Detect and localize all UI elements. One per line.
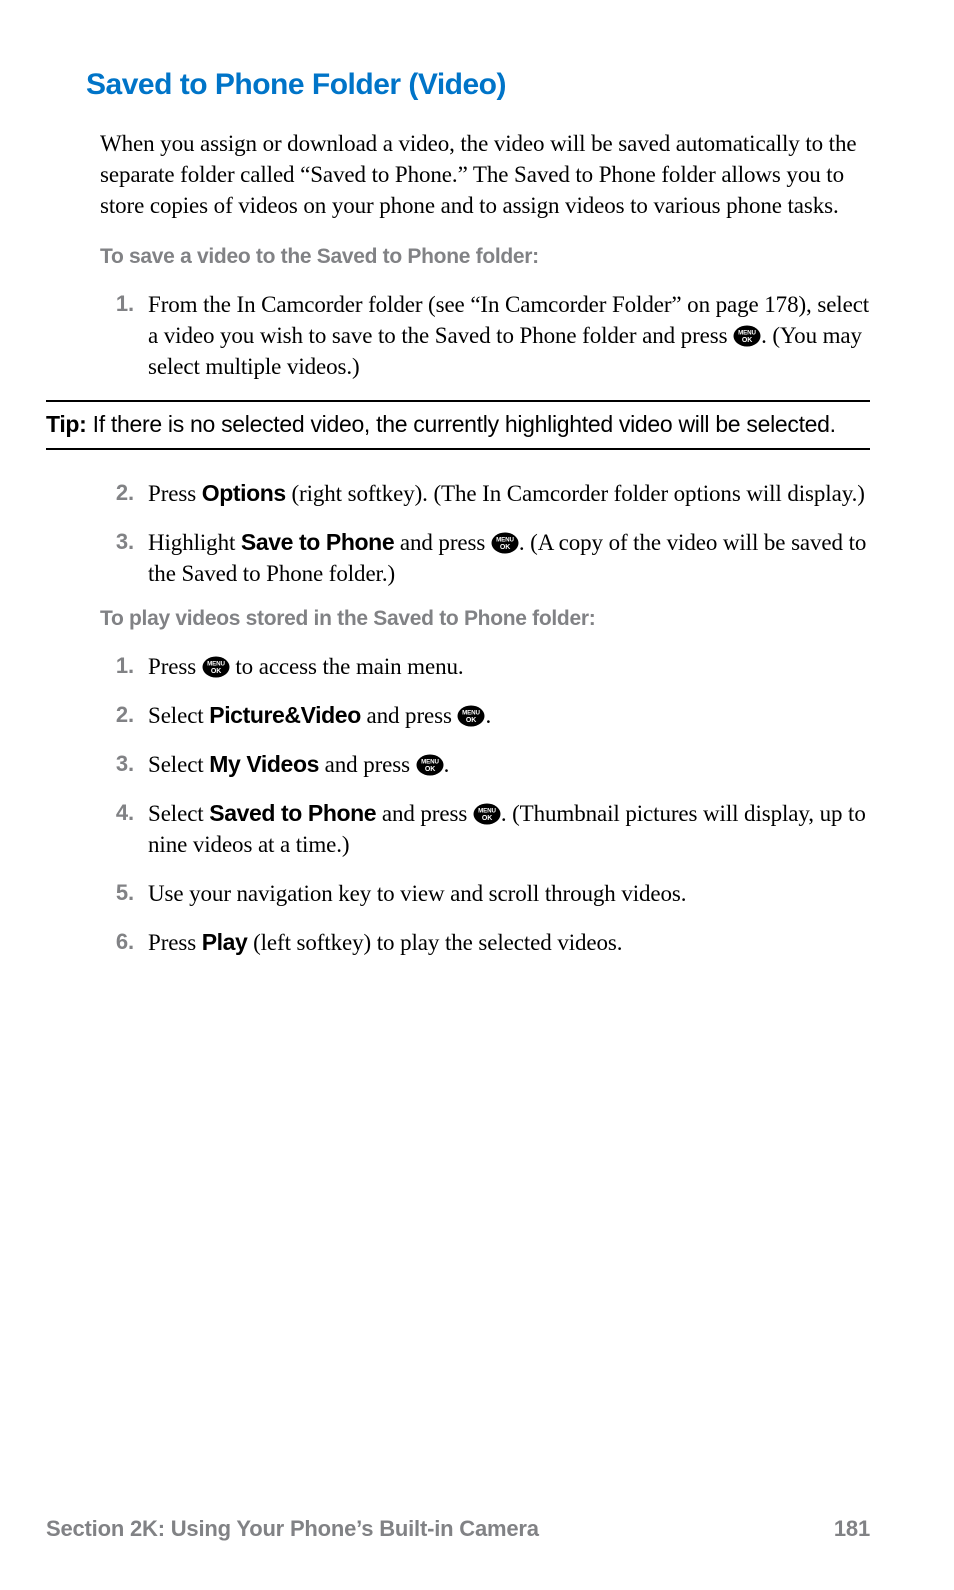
bold-term: Saved to Phone (209, 800, 376, 826)
footer-page-number: 181 (834, 1516, 870, 1542)
menu-ok-icon: MENU OK (733, 325, 761, 347)
footer-section: Section 2K: Using Your Phone’s Built-in … (46, 1516, 539, 1542)
step-text: . (485, 703, 491, 728)
step-number: 5. (100, 878, 134, 908)
page-footer: Section 2K: Using Your Phone’s Built-in … (46, 1516, 870, 1542)
menu-ok-icon: MENU OK (491, 532, 519, 554)
step-item: 1. Press MENU OK to access the main menu. (100, 651, 870, 682)
bold-term: Save to Phone (241, 529, 394, 555)
step-item: 3. Highlight Save to Phone and press MENU… (100, 527, 870, 589)
step-number: 4. (100, 798, 134, 828)
step-text: Press (148, 654, 202, 679)
step-text: and press (319, 752, 416, 777)
step-text: (left softkey) to play the selected vide… (247, 930, 622, 955)
steps-save-list: 1.From the In Camcorder folder (see “In … (100, 289, 870, 382)
step-text: Highlight (148, 530, 241, 555)
step-text: Select (148, 703, 209, 728)
document-page: Saved to Phone Folder (Video) When you a… (0, 0, 954, 1590)
svg-text:MENU: MENU (738, 329, 756, 336)
step-number: 6. (100, 927, 134, 957)
step-text: to access the main menu. (230, 654, 464, 679)
svg-text:MENU: MENU (421, 758, 439, 765)
step-number: 1. (100, 651, 134, 681)
step-item: 5. Use your navigation key to view and sc… (100, 878, 870, 909)
step-text: (right softkey). (The In Camcorder folde… (286, 481, 865, 506)
step-text: Select (148, 801, 209, 826)
step-item: 2. Press Options (right softkey). (The In… (100, 478, 870, 509)
step-item: 3. Select My Videos and press MENU OK . (100, 749, 870, 780)
steps-play-list: 1. Press MENU OK to access the main menu.… (100, 651, 870, 958)
svg-text:MENU: MENU (496, 536, 514, 543)
menu-ok-icon: MENU OK (457, 705, 485, 727)
tip-box: Tip: If there is no selected video, the … (46, 400, 870, 450)
step-text: Use your navigation key to view and scro… (148, 881, 686, 906)
section-heading: Saved to Phone Folder (Video) (86, 68, 870, 102)
step-number: 2. (100, 478, 134, 508)
svg-text:OK: OK (500, 544, 510, 551)
svg-text:MENU: MENU (463, 709, 481, 716)
step-text: and press (361, 703, 458, 728)
step-text: Press (148, 930, 202, 955)
svg-text:MENU: MENU (207, 660, 225, 667)
step-number: 2. (100, 700, 134, 730)
step-item: 6. Press Play (left softkey) to play the … (100, 927, 870, 958)
subhead-play: To play videos stored in the Saved to Ph… (100, 607, 870, 631)
steps-save-after-tip-list: 2. Press Options (right softkey). (The In… (100, 478, 870, 589)
step-text: Select (148, 752, 209, 777)
step-text: and press (394, 530, 491, 555)
svg-text:OK: OK (466, 717, 476, 724)
bold-term: My Videos (209, 751, 319, 777)
bold-term: Options (202, 480, 286, 506)
svg-text:OK: OK (742, 337, 752, 344)
step-number: 3. (100, 527, 134, 557)
svg-text:OK: OK (482, 815, 492, 822)
step-text: . (444, 752, 450, 777)
step-item: 2. Select Picture&Video and press MENU OK… (100, 700, 870, 731)
svg-text:OK: OK (424, 766, 434, 773)
intro-paragraph: When you assign or download a video, the… (100, 128, 870, 221)
tip-body: If there is no selected video, the curre… (87, 411, 836, 437)
menu-ok-icon: MENU OK (416, 754, 444, 776)
svg-text:OK: OK (211, 668, 221, 675)
step-number: 1. (100, 289, 134, 319)
step-item: 1.From the In Camcorder folder (see “In … (100, 289, 870, 382)
step-text: Press (148, 481, 202, 506)
step-item: 4. Select Saved to Phone and press MENU O… (100, 798, 870, 860)
subhead-save: To save a video to the Saved to Phone fo… (100, 245, 870, 269)
menu-ok-icon: MENU OK (202, 656, 230, 678)
bold-term: Picture&Video (209, 702, 361, 728)
svg-text:MENU: MENU (478, 808, 496, 815)
step-number: 3. (100, 749, 134, 779)
menu-ok-icon: MENU OK (473, 803, 501, 825)
step-text: and press (376, 801, 473, 826)
tip-label: Tip: (46, 411, 87, 437)
bold-term: Play (202, 929, 248, 955)
